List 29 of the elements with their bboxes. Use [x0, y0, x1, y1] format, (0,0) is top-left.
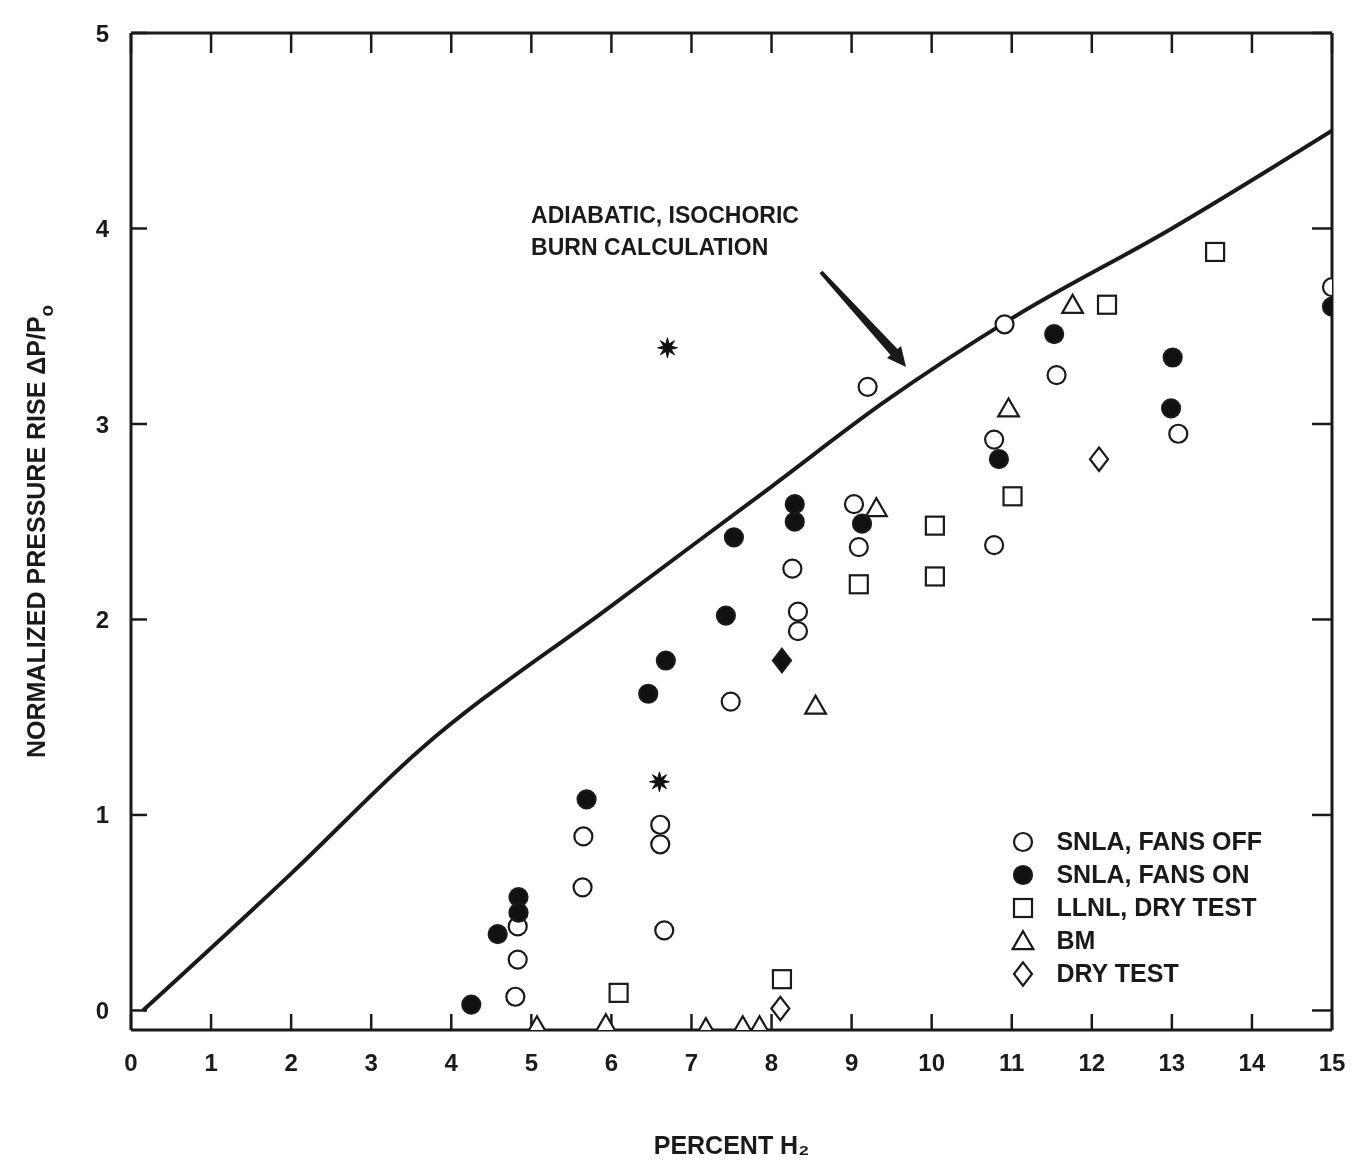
x-tick-label: 7 [684, 1049, 699, 1077]
x-tick-label: 5 [524, 1049, 539, 1077]
x-tick-label: 12 [1078, 1049, 1106, 1077]
y-tick-label: 0 [95, 996, 109, 1024]
x-tick-label: 13 [1158, 1049, 1186, 1077]
legend-label: LLNL, DRY TEST [1056, 893, 1257, 922]
x-tick-label: 9 [844, 1049, 859, 1077]
x-tick-label: 14 [1238, 1049, 1266, 1077]
x-tick-label: 3 [364, 1049, 378, 1077]
y-tick-label: 1 [95, 801, 109, 829]
legend-label: BM [1056, 926, 1096, 955]
legend-label: SNLA, FANS OFF [1056, 827, 1262, 856]
y-tick-label: 5 [95, 19, 109, 47]
y-tick-label: 2 [95, 605, 109, 633]
x-tick-label: 4 [444, 1049, 459, 1077]
legend-label: DRY TEST [1056, 959, 1179, 988]
x-tick-label: 15 [1318, 1049, 1346, 1077]
x-tick-label: 1 [204, 1049, 218, 1077]
x-tick-label: 2 [284, 1049, 298, 1077]
y-tick-label: 3 [95, 410, 109, 438]
x-tick-label: 10 [918, 1049, 946, 1077]
y-tick-label: 4 [95, 215, 110, 243]
legend-label: SNLA, FANS ON [1056, 860, 1250, 889]
x-axis-title: PERCENT H₂ [653, 1131, 810, 1159]
x-tick-label: 0 [124, 1049, 138, 1077]
x-tick-label: 11 [999, 1049, 1025, 1077]
x-tick-label: 8 [764, 1049, 779, 1077]
annotation: ADIABATIC, ISOCHORIC BURN CALCULATION [531, 201, 800, 262]
x-tick-label: 6 [604, 1049, 619, 1077]
